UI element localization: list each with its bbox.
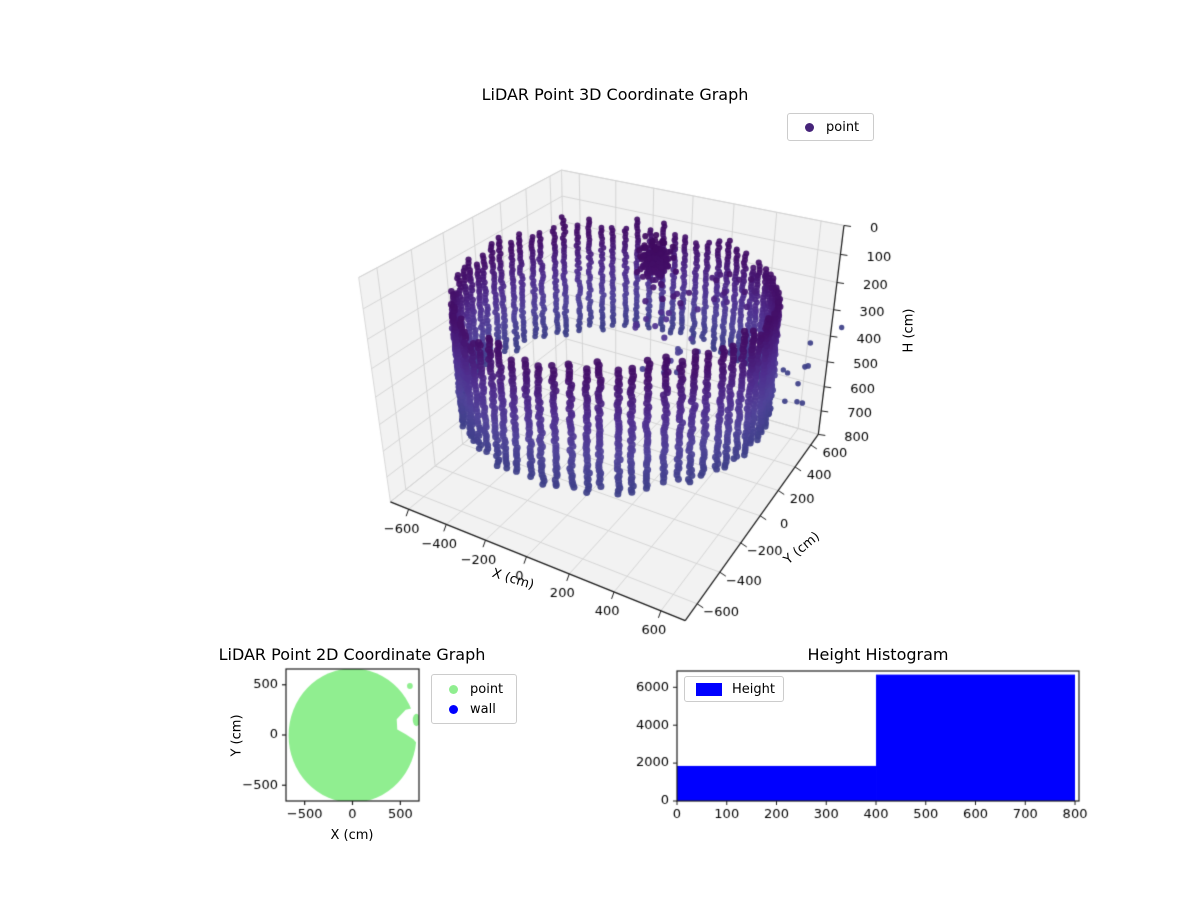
2d-legend-entry-wall: wall <box>441 699 506 719</box>
2d-legend-entry-point: point <box>441 679 506 699</box>
2d-legend-label-point: point <box>470 681 504 697</box>
2d-x-axis-label: X (cm) <box>330 828 374 843</box>
point-marker-icon <box>805 122 814 132</box>
2d-legend: point wall <box>431 674 517 724</box>
histogram-legend-label: Height <box>732 681 775 697</box>
3d-scatter-plot <box>300 120 980 650</box>
3d-legend: point <box>787 113 874 141</box>
3d-plot-title: LiDAR Point 3D Coordinate Graph <box>481 85 749 104</box>
histogram-legend: Height <box>684 676 784 702</box>
3d-legend-entry-point: point <box>797 117 863 137</box>
point-marker-icon <box>449 684 458 694</box>
histogram-legend-entry: Height <box>694 680 775 698</box>
3d-z-axis-label: H (cm) <box>901 308 917 353</box>
2d-legend-label-wall: wall <box>470 701 496 717</box>
3d-legend-label: point <box>826 119 860 135</box>
wall-marker-icon <box>449 704 458 714</box>
2d-y-axis-label: Y (cm) <box>229 714 245 757</box>
height-patch-icon <box>696 682 722 696</box>
